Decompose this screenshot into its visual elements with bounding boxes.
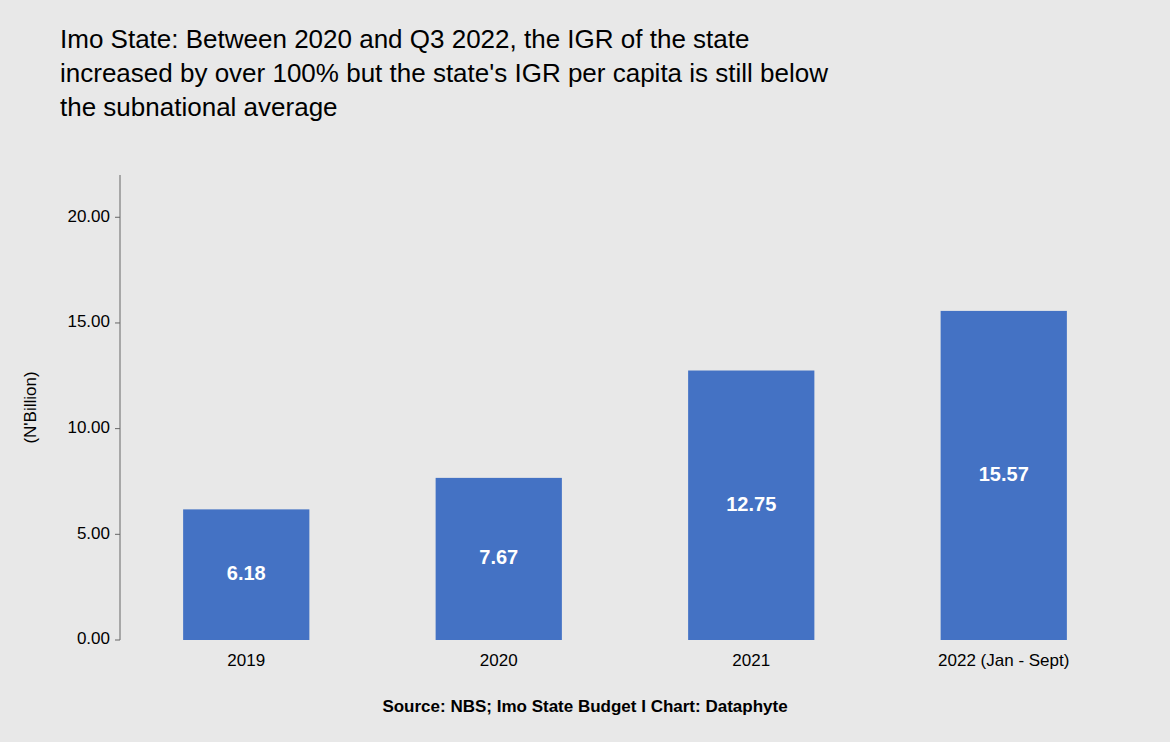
y-axis-label: (N'Billion) (21, 371, 40, 443)
title-line: increased by over 100% but the state's I… (60, 58, 828, 88)
y-tick-label: 5.00 (77, 524, 110, 543)
x-tick-label: 2022 (Jan - Sept) (938, 651, 1069, 670)
title-line: the subnational average (60, 92, 338, 122)
chart-svg: Imo State: Between 2020 and Q3 2022, the… (0, 0, 1170, 742)
bar (941, 311, 1067, 640)
title-line: Imo State: Between 2020 and Q3 2022, the… (60, 24, 749, 54)
y-axis-line (120, 175, 121, 640)
y-tick (115, 640, 120, 641)
data-label: 6.18 (227, 562, 266, 584)
y-tick-label: 10.00 (67, 418, 110, 437)
x-tick-label: 2021 (732, 651, 770, 670)
y-tick-label: 15.00 (67, 312, 110, 331)
bar (688, 371, 814, 640)
y-tick (115, 217, 120, 218)
bar (436, 478, 562, 640)
y-tick (115, 534, 120, 535)
data-label: 7.67 (479, 546, 518, 568)
x-tick-label: 2019 (227, 651, 265, 670)
chart-container: Imo State: Between 2020 and Q3 2022, the… (0, 0, 1170, 742)
y-tick (115, 428, 120, 429)
bar (183, 509, 309, 640)
y-tick-label: 0.00 (77, 629, 110, 648)
chart-title: Imo State: Between 2020 and Q3 2022, the… (60, 24, 828, 122)
data-label: 12.75 (726, 493, 776, 515)
y-tick (115, 322, 120, 323)
source-note: Source: NBS; Imo State Budget I Chart: D… (382, 697, 787, 716)
data-label: 15.57 (979, 463, 1029, 485)
marks (183, 311, 1067, 640)
x-tick-label: 2020 (480, 651, 518, 670)
y-tick-label: 20.00 (67, 207, 110, 226)
